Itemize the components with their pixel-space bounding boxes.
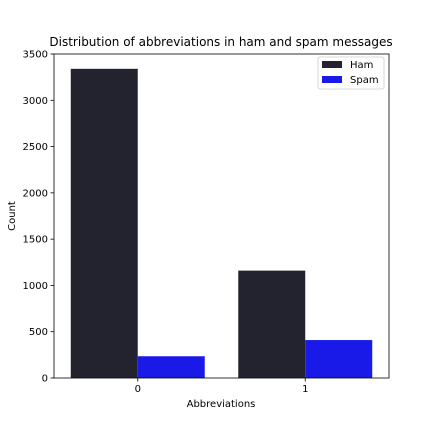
y-tick-label: 3000 [23, 96, 48, 107]
y-tick-label: 0 [42, 374, 48, 385]
bar-spam-0 [137, 356, 205, 378]
bar-ham-1 [238, 270, 306, 378]
y-tick-label: 2500 [23, 142, 48, 153]
bar-spam-1 [305, 340, 373, 378]
y-axis-label: Count [7, 201, 18, 231]
bars-group [70, 68, 373, 378]
x-tick-label: 0 [135, 384, 141, 395]
legend-label-ham: Ham [350, 60, 373, 71]
y-tick-label: 1500 [23, 235, 48, 246]
y-tick-label: 500 [29, 327, 48, 338]
legend: Ham Spam [317, 56, 385, 90]
plot-frame [53, 53, 390, 379]
bar-ham-0 [70, 68, 138, 378]
legend-swatch-ham [322, 61, 342, 68]
legend-label-spam: Spam [350, 75, 379, 86]
chart-title: Distribution of abbreviations in ham and… [49, 35, 392, 49]
y-tick-label: 3500 [23, 50, 48, 61]
legend-swatch-spam [322, 76, 342, 83]
y-ticks-group: 0 500 1000 1500 2000 2500 3000 3500 [23, 50, 54, 385]
y-tick-label: 2000 [23, 188, 48, 199]
x-axis-label: Abbreviations [187, 399, 256, 410]
x-tick-label: 1 [302, 384, 308, 395]
y-tick-label: 1000 [23, 281, 48, 292]
